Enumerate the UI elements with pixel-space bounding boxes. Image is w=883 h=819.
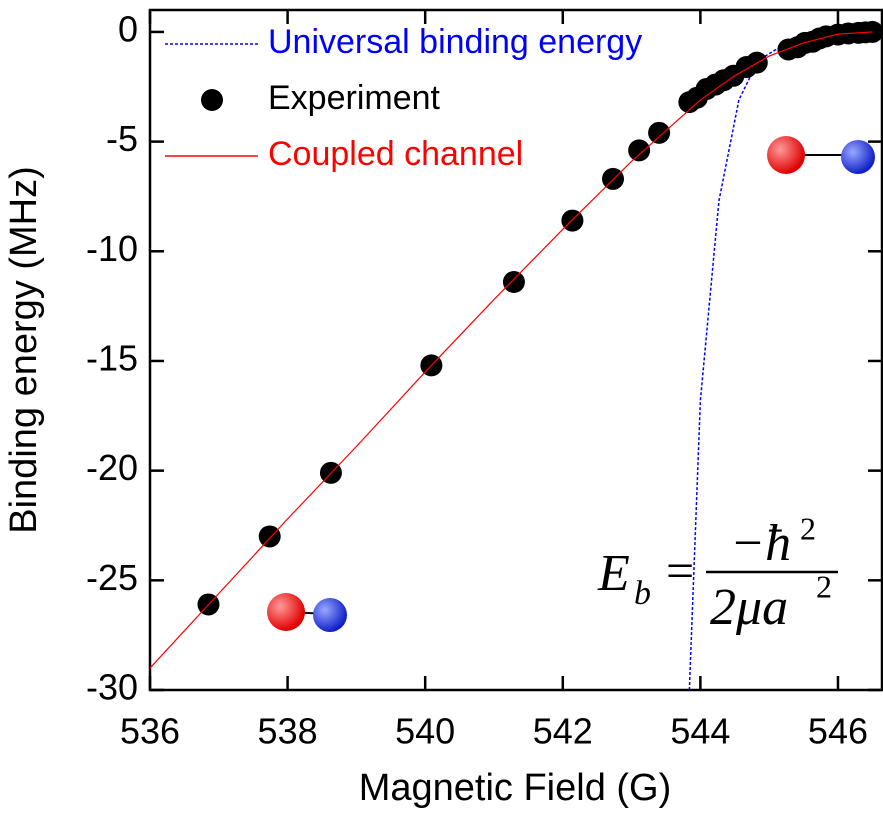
molecule-icon [767,136,875,174]
legend-label: Universal binding energy [268,23,642,61]
legend-marker [201,89,223,111]
legend-label: Coupled channel [268,135,523,173]
formula-lhs: E [597,545,630,602]
axis-frame [148,8,883,692]
molecule-icon [267,593,347,632]
y-tick-label: -15 [86,337,138,378]
y-tick-label: -20 [86,447,138,488]
data-point [502,271,525,293]
x-tick-label: 544 [670,711,730,752]
plot-area [148,8,883,692]
formula-num-sup: 2 [800,510,816,546]
x-tick-label: 546 [808,711,868,752]
x-tick-label: 540 [395,711,455,752]
x-tick-label: 542 [533,711,593,752]
x-axis-label: Magnetic Field (G) [359,767,672,809]
y-tick-label: -5 [106,118,138,159]
formula-sub: b [634,575,651,612]
formula-num: −ħ [730,515,791,572]
y-tick-label: -30 [86,667,138,708]
series-line [149,31,873,669]
y-tick-label: 0 [118,8,138,49]
formula-eq: = [666,542,694,598]
y-tick-label: -10 [86,228,138,269]
formula-den: 2μa [710,579,788,636]
x-tick-label: 538 [258,711,318,752]
data-point [258,525,281,548]
formula-den-sup: 2 [816,568,832,604]
y-tick-label: -25 [86,557,138,598]
y-axis-label: Binding energy (MHz) [3,166,45,533]
formula: E b = −ħ 2 2μa 2 [597,510,838,636]
data-point [648,121,671,144]
data-point [628,139,651,162]
legend-label: Experiment [268,79,441,117]
x-tick-label: 536 [120,711,180,752]
